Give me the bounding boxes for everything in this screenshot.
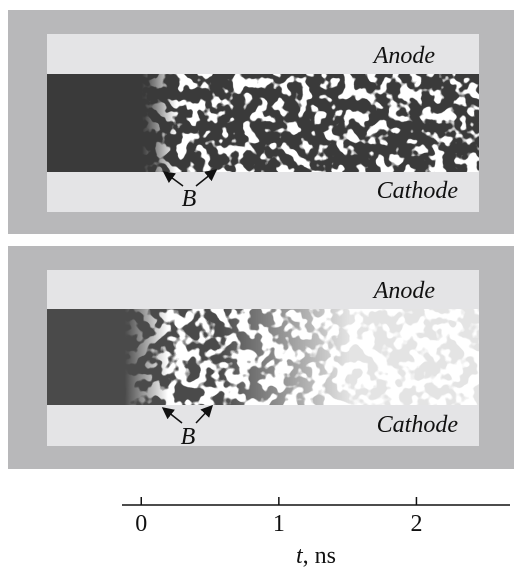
cathode-label: Cathode (377, 178, 459, 204)
cathode-label: Cathode (377, 412, 459, 438)
axis-label: t, ns (296, 543, 336, 569)
marker-label: B (181, 424, 196, 450)
axis-variable: t (296, 543, 304, 569)
panel: Anode Cathode B (8, 246, 514, 469)
arrow (161, 407, 183, 424)
anode-label: Anode (372, 43, 436, 69)
axis-unit: , ns (303, 543, 336, 569)
tick-label: 2 (410, 511, 422, 537)
anode-label: Anode (372, 278, 436, 304)
tick-label: 0 (135, 511, 147, 537)
tick-label: 1 (273, 511, 285, 537)
marker-label: B (182, 186, 197, 212)
arrow (195, 169, 218, 187)
arrow (195, 404, 214, 424)
arrow (162, 171, 184, 187)
panel: Anode Cathode B (8, 10, 514, 234)
